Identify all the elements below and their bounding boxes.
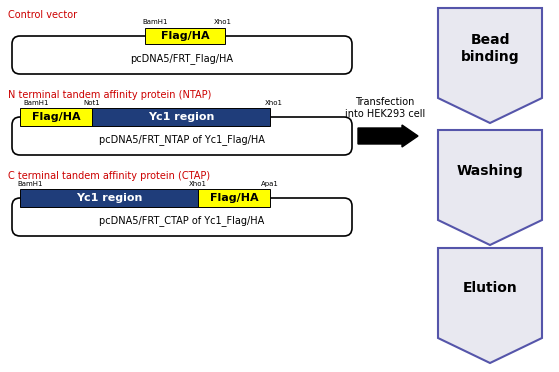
Polygon shape [438, 8, 542, 123]
Text: Yc1 region: Yc1 region [76, 193, 142, 203]
Text: Washing: Washing [457, 164, 523, 177]
FancyBboxPatch shape [12, 198, 352, 236]
Text: Xho1: Xho1 [214, 19, 232, 25]
Text: Flag/HA: Flag/HA [160, 31, 209, 41]
Text: Control vector: Control vector [8, 10, 77, 20]
Text: BamH1: BamH1 [23, 100, 49, 106]
Text: N terminal tandem affinity protein (NTAP): N terminal tandem affinity protein (NTAP… [8, 90, 211, 100]
Text: Xho1: Xho1 [189, 181, 207, 187]
Text: pcDNA5/FRT_CTAP of Yc1_Flag/HA: pcDNA5/FRT_CTAP of Yc1_Flag/HA [100, 215, 264, 227]
Text: Not1: Not1 [84, 100, 101, 106]
Bar [20, 108, 92, 126]
Text: Bead
binding: Bead binding [461, 33, 519, 64]
Text: Yc1 region: Yc1 region [148, 112, 214, 122]
Text: BamH1: BamH1 [142, 19, 168, 25]
Polygon shape [438, 130, 542, 245]
Bar [20, 189, 198, 207]
Text: pcDNA5/FRT_Flag/HA: pcDNA5/FRT_Flag/HA [130, 54, 234, 64]
FancyBboxPatch shape [12, 36, 352, 74]
Bar [145, 28, 225, 44]
Text: C terminal tandem affinity protein (CTAP): C terminal tandem affinity protein (CTAP… [8, 171, 210, 181]
FancyArrow shape [358, 125, 418, 147]
Bar [92, 108, 270, 126]
Text: Apa1: Apa1 [261, 181, 279, 187]
Text: Elution: Elution [463, 282, 518, 295]
Text: Flag/HA: Flag/HA [210, 193, 258, 203]
Polygon shape [438, 248, 542, 363]
FancyBboxPatch shape [12, 117, 352, 155]
Text: BamH1: BamH1 [17, 181, 42, 187]
Text: Transfection
into HEK293 cell: Transfection into HEK293 cell [345, 97, 425, 119]
Text: Flag/HA: Flag/HA [32, 112, 80, 122]
Text: Xho1: Xho1 [265, 100, 283, 106]
Bar [198, 189, 270, 207]
Text: pcDNA5/FRT_NTAP of Yc1_Flag/HA: pcDNA5/FRT_NTAP of Yc1_Flag/HA [99, 135, 265, 145]
